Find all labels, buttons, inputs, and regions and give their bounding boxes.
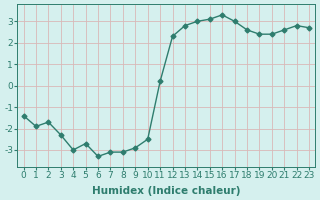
X-axis label: Humidex (Indice chaleur): Humidex (Indice chaleur) <box>92 186 241 196</box>
